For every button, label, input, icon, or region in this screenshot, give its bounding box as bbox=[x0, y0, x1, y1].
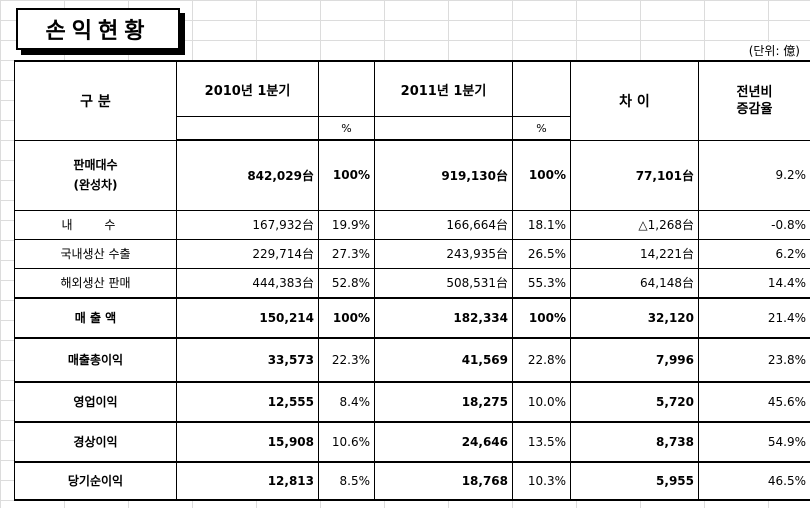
value-diff: 5,720 bbox=[570, 381, 699, 423]
unit-label: (단위: 億) bbox=[746, 42, 802, 59]
value-yoy: 21.4% bbox=[698, 297, 810, 339]
value-2011: 243,935台 bbox=[374, 238, 513, 269]
table-row: 영업이익 12,555 8.4% 18,275 10.0% 5,720 45.6… bbox=[14, 381, 810, 423]
row-label: 판매대수 (완성차) bbox=[14, 139, 177, 211]
value-2010: 229,714台 bbox=[176, 238, 319, 269]
header-2010-pct: % bbox=[318, 116, 375, 141]
row-label: 매 출 액 bbox=[14, 297, 177, 339]
row-label: 해외생산 판매 bbox=[14, 267, 177, 299]
value-yoy: 23.8% bbox=[698, 337, 810, 383]
header-row-2: % % bbox=[15, 116, 810, 141]
pct-2011: 22.8% bbox=[512, 337, 571, 383]
table-row: 판매대수 (완성차) 842,029台 100% 919,130台 100% 7… bbox=[14, 139, 810, 211]
profit-loss-table: 구 분 2010년 1분기 2011년 1분기 차 이 전년비 증감율 % % … bbox=[14, 60, 810, 501]
value-diff: 5,955 bbox=[570, 461, 699, 501]
table-row: 해외생산 판매 444,383台 52.8% 508,531台 55.3% 64… bbox=[14, 267, 810, 299]
page-title: 손익현황 bbox=[16, 8, 180, 50]
pct-2011: 10.0% bbox=[512, 381, 571, 423]
value-2010: 15,908 bbox=[176, 421, 319, 463]
value-2010: 167,932台 bbox=[176, 209, 319, 240]
pct-2010: 100% bbox=[318, 139, 375, 211]
value-diff: 64,148台 bbox=[570, 267, 699, 299]
table-row: 매 출 액 150,214 100% 182,334 100% 32,120 2… bbox=[14, 297, 810, 339]
header-2011-spacer bbox=[512, 60, 571, 117]
value-diff: 8,738 bbox=[570, 421, 699, 463]
pct-2010: 100% bbox=[318, 297, 375, 339]
value-2011: 182,334 bbox=[374, 297, 513, 339]
table-row: 당기순이익 12,813 8.5% 18,768 10.3% 5,955 46.… bbox=[14, 461, 810, 501]
pct-2010: 19.9% bbox=[318, 209, 375, 240]
row-label-line1: 판매대수 bbox=[73, 158, 118, 172]
value-2011: 18,768 bbox=[374, 461, 513, 501]
pct-2010: 10.6% bbox=[318, 421, 375, 463]
row-label: 국내생산 수출 bbox=[14, 238, 177, 269]
value-diff: 77,101台 bbox=[570, 139, 699, 211]
value-yoy: 54.9% bbox=[698, 421, 810, 463]
value-2011: 18,275 bbox=[374, 381, 513, 423]
pct-2011: 100% bbox=[512, 297, 571, 339]
value-yoy: 14.4% bbox=[698, 267, 810, 299]
header-2010-spacer bbox=[318, 60, 375, 117]
pct-2010: 8.4% bbox=[318, 381, 375, 423]
header-diff: 차 이 bbox=[570, 60, 699, 141]
table-row: 국내생산 수출 229,714台 27.3% 243,935台 26.5% 14… bbox=[14, 238, 810, 269]
pct-2011: 26.5% bbox=[512, 238, 571, 269]
header-2011-blank bbox=[374, 116, 513, 141]
value-2011: 166,664台 bbox=[374, 209, 513, 240]
header-2010-blank bbox=[176, 116, 319, 141]
row-label: 매출총이익 bbox=[14, 337, 177, 383]
pct-2011: 13.5% bbox=[512, 421, 571, 463]
pct-2011: 100% bbox=[512, 139, 571, 211]
value-2010: 150,214 bbox=[176, 297, 319, 339]
pct-2010: 8.5% bbox=[318, 461, 375, 501]
value-2010: 12,813 bbox=[176, 461, 319, 501]
value-diff: 32,120 bbox=[570, 297, 699, 339]
value-diff: △1,268台 bbox=[570, 209, 699, 240]
row-label-line2: (완성차) bbox=[73, 178, 118, 192]
value-yoy: 45.6% bbox=[698, 381, 810, 423]
value-yoy: 46.5% bbox=[698, 461, 810, 501]
value-2010: 12,555 bbox=[176, 381, 319, 423]
header-yoy-line2: 증감율 bbox=[736, 101, 773, 117]
value-2011: 41,569 bbox=[374, 337, 513, 383]
value-yoy: -0.8% bbox=[698, 209, 810, 240]
row-label: 내 수 bbox=[14, 209, 177, 240]
value-yoy: 6.2% bbox=[698, 238, 810, 269]
value-diff: 14,221台 bbox=[570, 238, 699, 269]
value-2010: 842,029台 bbox=[176, 139, 319, 211]
table-row: 매출총이익 33,573 22.3% 41,569 22.8% 7,996 23… bbox=[14, 337, 810, 383]
header-yoy: 전년비 증감율 bbox=[698, 60, 810, 141]
pct-2010: 22.3% bbox=[318, 337, 375, 383]
pct-2010: 27.3% bbox=[318, 238, 375, 269]
pct-2011: 18.1% bbox=[512, 209, 571, 240]
row-label: 당기순이익 bbox=[14, 461, 177, 501]
value-2011: 24,646 bbox=[374, 421, 513, 463]
value-2011: 508,531台 bbox=[374, 267, 513, 299]
row-label: 경상이익 bbox=[14, 421, 177, 463]
table-row: 내 수 167,932台 19.9% 166,664台 18.1% △1,268… bbox=[14, 209, 810, 240]
header-category: 구 분 bbox=[14, 60, 177, 141]
value-yoy: 9.2% bbox=[698, 139, 810, 211]
value-2011: 919,130台 bbox=[374, 139, 513, 211]
header-row-1: 구 분 2010년 1분기 2011년 1분기 차 이 전년비 증감율 bbox=[14, 60, 810, 141]
pct-2010: 52.8% bbox=[318, 267, 375, 299]
pct-2011: 55.3% bbox=[512, 267, 571, 299]
value-diff: 7,996 bbox=[570, 337, 699, 383]
value-2010: 33,573 bbox=[176, 337, 319, 383]
pct-2011: 10.3% bbox=[512, 461, 571, 501]
table-row: 경상이익 15,908 10.6% 24,646 13.5% 8,738 54.… bbox=[14, 421, 810, 463]
value-2010: 444,383台 bbox=[176, 267, 319, 299]
header-2011-pct: % bbox=[512, 116, 571, 141]
header-2010: 2010년 1분기 bbox=[176, 60, 319, 117]
header-2011: 2011년 1분기 bbox=[374, 60, 513, 117]
row-label: 영업이익 bbox=[14, 381, 177, 423]
header-yoy-line1: 전년비 bbox=[736, 84, 773, 100]
